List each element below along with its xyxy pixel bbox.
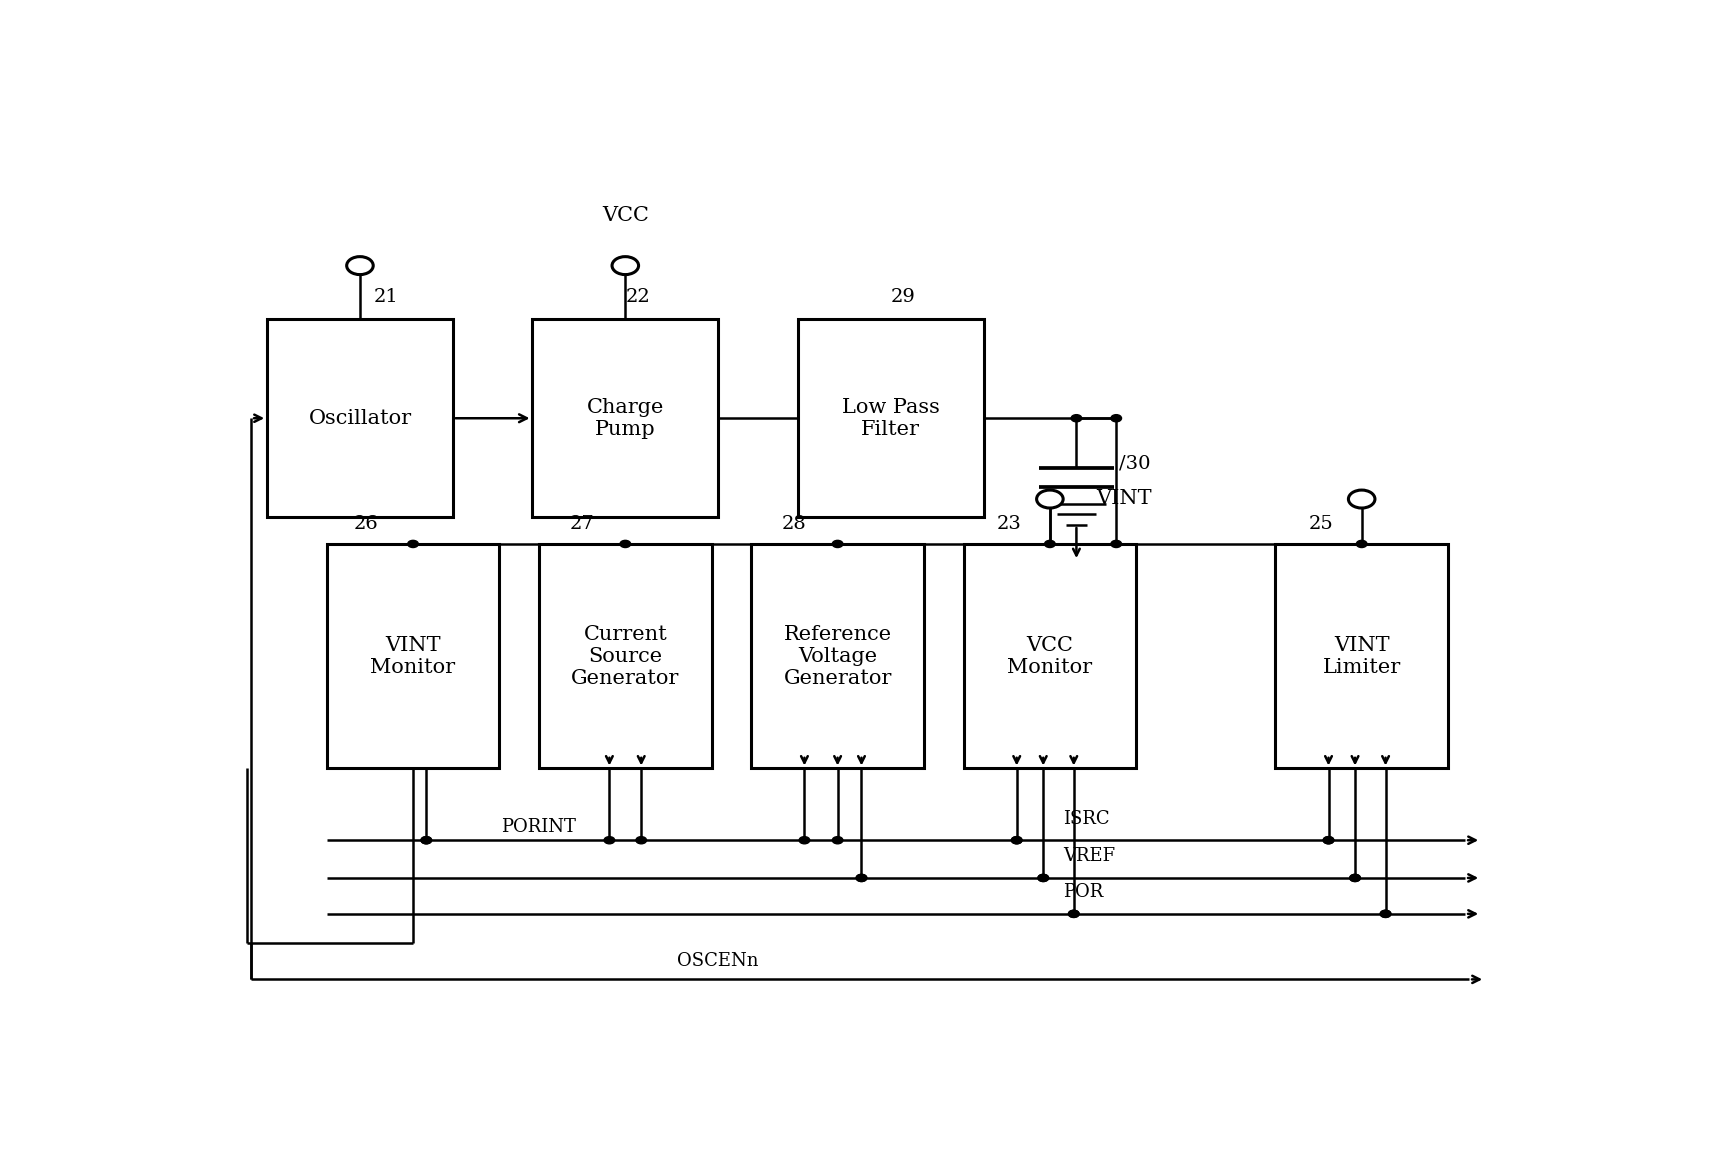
Circle shape <box>1356 540 1366 548</box>
Text: VREF: VREF <box>1063 848 1115 865</box>
Circle shape <box>1111 415 1121 422</box>
Circle shape <box>1068 911 1079 918</box>
Text: 21: 21 <box>373 288 397 305</box>
Text: PORINT: PORINT <box>500 817 575 836</box>
Circle shape <box>1111 540 1121 548</box>
Circle shape <box>346 257 373 275</box>
Circle shape <box>635 837 647 844</box>
Text: VCC
Monitor: VCC Monitor <box>1007 635 1092 676</box>
Bar <box>532 319 717 517</box>
Text: VINT: VINT <box>1096 489 1152 508</box>
Text: 28: 28 <box>782 515 806 533</box>
Text: /30: /30 <box>1120 454 1150 472</box>
Bar <box>267 319 452 517</box>
Circle shape <box>407 540 418 548</box>
Text: 22: 22 <box>625 288 651 305</box>
Text: 23: 23 <box>996 515 1022 533</box>
Text: Current
Source
Generator: Current Source Generator <box>572 625 680 688</box>
Bar <box>752 543 924 768</box>
Circle shape <box>1012 837 1022 844</box>
Text: Charge
Pump: Charge Pump <box>587 398 664 438</box>
Text: VINT
Monitor: VINT Monitor <box>370 635 455 676</box>
Text: VINT
Limiter: VINT Limiter <box>1323 635 1400 676</box>
Text: Oscillator: Oscillator <box>308 409 411 428</box>
Circle shape <box>800 837 810 844</box>
Circle shape <box>611 257 639 275</box>
Circle shape <box>620 540 630 548</box>
Circle shape <box>1323 837 1334 844</box>
Circle shape <box>1349 490 1375 508</box>
Bar <box>327 543 500 768</box>
Bar <box>964 543 1137 768</box>
Bar <box>798 319 983 517</box>
Circle shape <box>832 540 842 548</box>
Circle shape <box>604 837 615 844</box>
Text: ISRC: ISRC <box>1063 809 1109 828</box>
Circle shape <box>1349 874 1361 881</box>
Circle shape <box>832 837 842 844</box>
Text: Reference
Voltage
Generator: Reference Voltage Generator <box>784 625 892 688</box>
Circle shape <box>421 837 431 844</box>
Circle shape <box>1036 490 1063 508</box>
Bar <box>1275 543 1448 768</box>
Circle shape <box>1037 874 1048 881</box>
Circle shape <box>1037 874 1048 881</box>
Circle shape <box>1323 837 1334 844</box>
Circle shape <box>1044 540 1055 548</box>
Circle shape <box>1380 911 1390 918</box>
Circle shape <box>1068 911 1079 918</box>
Text: OSCENn: OSCENn <box>678 953 758 970</box>
Text: 29: 29 <box>890 288 916 305</box>
Circle shape <box>1380 911 1390 918</box>
Circle shape <box>1012 837 1022 844</box>
Circle shape <box>1349 874 1361 881</box>
Text: 26: 26 <box>353 515 378 533</box>
Circle shape <box>856 874 866 881</box>
Circle shape <box>421 837 431 844</box>
Text: 25: 25 <box>1308 515 1334 533</box>
Circle shape <box>856 874 866 881</box>
Text: POR: POR <box>1063 884 1104 901</box>
Text: 27: 27 <box>570 515 594 533</box>
Text: Low Pass
Filter: Low Pass Filter <box>842 398 940 438</box>
Bar <box>539 543 712 768</box>
Circle shape <box>1072 415 1082 422</box>
Text: VCC: VCC <box>603 206 649 225</box>
